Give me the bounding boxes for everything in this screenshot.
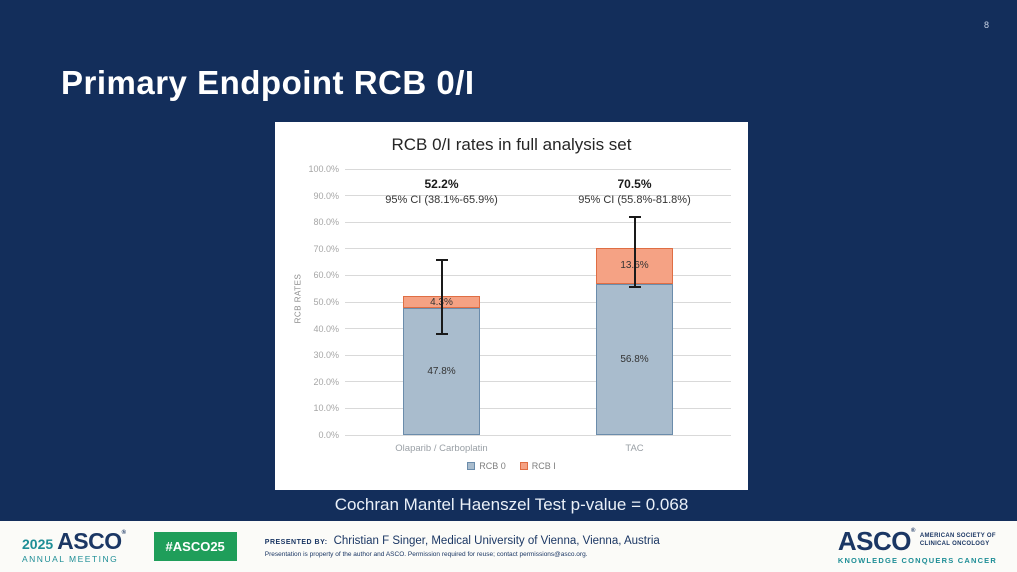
gridline <box>345 168 731 170</box>
confidence-interval-label: 95% CI (55.8%-81.8%) <box>578 194 691 206</box>
bar-value-label: 47.8% <box>427 365 456 377</box>
y-tick-label: 30.0% <box>313 350 339 361</box>
hashtag-badge: #ASCO25 <box>153 532 237 561</box>
presenter-name: Christian F Singer, Medical University o… <box>333 535 660 547</box>
gridline <box>345 434 731 436</box>
gridline <box>345 381 731 383</box>
bar-annotation: 70.5% 95% CI (55.8%-81.8%) <box>535 177 735 206</box>
y-tick-label: 100.0% <box>308 164 339 174</box>
footer-bar: 2025 ASCO® ANNUAL MEETING #ASCO25 PRESEN… <box>0 521 1017 572</box>
y-tick-label: 70.0% <box>313 243 339 254</box>
y-tick-label: 0.0% <box>318 430 339 440</box>
error-bar <box>633 217 636 287</box>
annual-meeting-year: 2025 <box>22 535 54 552</box>
legend-swatch-icon <box>467 462 476 470</box>
page-number: 8 <box>983 20 989 30</box>
legend-label: RCB I <box>531 461 556 471</box>
chart-panel: RCB 0/I rates in full analysis set RCB R… <box>275 122 748 490</box>
asco-society-name: AMERICAN SOCIETY OF CLINICAL ONCOLOGY <box>919 533 996 547</box>
y-tick-label: 80.0% <box>313 217 339 228</box>
asco-wordmark: ASCO® <box>837 526 916 556</box>
annual-meeting-subtitle: ANNUAL MEETING <box>22 553 119 564</box>
error-bar-cap <box>435 332 448 335</box>
annual-meeting-logo: 2025 ASCO® ANNUAL MEETING <box>22 527 126 564</box>
total-value-label: 52.2% <box>424 177 459 191</box>
bar-segment-rcb-0: 56.8% <box>596 283 673 435</box>
disclaimer-text: Presentation is property of the author a… <box>264 551 588 558</box>
chart-legend: RCB 0 RCB I <box>275 461 748 471</box>
x-category-label: Olaparib / Carboplatin <box>395 443 488 454</box>
gridline <box>345 328 731 330</box>
presenter-block: PRESENTED BY: Christian F Singer, Medica… <box>265 535 660 558</box>
legend-label: RCB 0 <box>479 461 506 471</box>
gridline <box>345 407 731 409</box>
presented-by-label: PRESENTED BY: <box>264 539 328 546</box>
y-tick-label: 50.0% <box>313 297 339 307</box>
gridline <box>345 221 731 223</box>
y-tick-label: 10.0% <box>313 403 339 414</box>
gridline <box>345 301 731 303</box>
confidence-interval-label: 95% CI (38.1%-65.9%) <box>385 194 498 206</box>
error-bar-cap <box>628 216 641 219</box>
gridline <box>345 274 731 276</box>
registered-mark-icon: ® <box>910 528 915 534</box>
asco-logo: ASCO® AMERICAN SOCIETY OF CLINICAL ONCOL… <box>838 528 997 565</box>
annual-meeting-asco-wordmark: ASCO® <box>57 527 126 554</box>
total-value-label: 70.5% <box>617 177 652 191</box>
gridline <box>345 248 731 250</box>
stat-note: Cochran Mantel Haenszel Test p-value = 0… <box>334 495 689 514</box>
gridline <box>345 354 731 356</box>
legend-swatch-icon <box>519 462 528 470</box>
slide-title: Primary Endpoint RCB 0/I <box>61 64 475 101</box>
error-bar-cap <box>435 258 448 261</box>
gridline <box>345 195 731 197</box>
y-tick-label: 40.0% <box>313 323 339 334</box>
asco-tagline: KNOWLEDGE CONQUERS CANCER <box>837 556 997 565</box>
bar-annotation: 52.2% 95% CI (38.1%-65.9%) <box>342 177 542 206</box>
y-tick-label: 60.0% <box>313 270 339 281</box>
bar-value-label: 56.8% <box>620 353 649 365</box>
error-bar <box>440 259 443 334</box>
y-tick-label: 20.0% <box>313 376 339 387</box>
y-tick-label: 90.0% <box>313 190 339 201</box>
x-category-label: TAC <box>625 443 644 454</box>
registered-mark-icon: ® <box>121 529 126 536</box>
plot-area: 47.8%4.3%52.2%95% CI (38.1%-65.9%)56.8%1… <box>342 168 731 436</box>
chart-title: RCB 0/I rates in full analysis set <box>391 135 632 154</box>
legend-item: RCB I <box>519 461 556 471</box>
error-bar-cap <box>628 285 641 288</box>
legend-item: RCB 0 <box>467 461 506 471</box>
